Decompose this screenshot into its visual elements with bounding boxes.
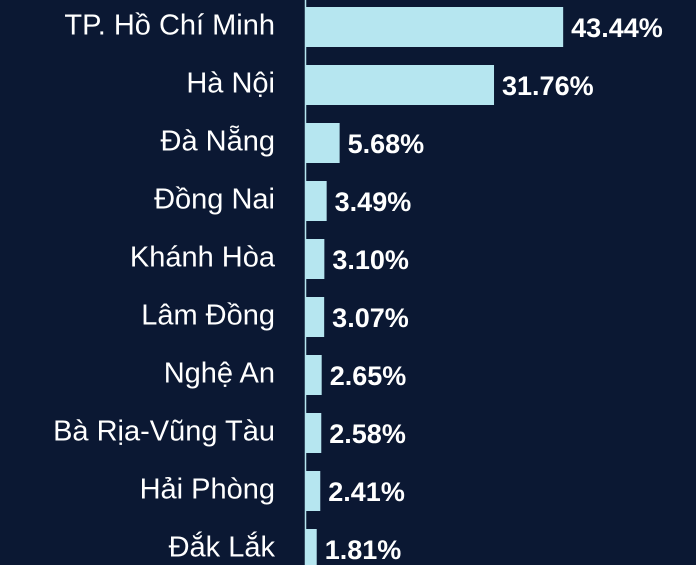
category-label: Đà Nẵng	[161, 125, 275, 158]
category-label: Hải Phòng	[140, 474, 275, 506]
value-label: 3.07%	[332, 303, 409, 333]
bar	[306, 471, 321, 511]
value-label: 43.44%	[571, 13, 663, 43]
category-label: Bà Rịa-Vũng Tàu	[53, 416, 275, 448]
category-label: Đồng Nai	[154, 184, 275, 216]
bar	[306, 297, 325, 337]
bar	[306, 65, 495, 105]
value-label: 3.49%	[335, 187, 412, 217]
bar	[306, 7, 564, 47]
bar	[306, 123, 340, 163]
value-label: 1.81%	[325, 535, 402, 565]
value-label: 5.68%	[348, 129, 425, 159]
category-label: Lâm Đồng	[141, 300, 275, 332]
bar	[306, 355, 322, 395]
category-label: Khánh Hòa	[130, 242, 276, 274]
value-label: 2.41%	[328, 477, 405, 507]
value-label: 2.65%	[330, 361, 407, 391]
category-label: Đắk Lắk	[169, 531, 276, 564]
bar	[306, 239, 325, 279]
category-label: Hà Nội	[186, 68, 275, 100]
value-label: 3.10%	[332, 245, 409, 275]
value-label: 2.58%	[329, 419, 406, 449]
bar	[306, 181, 327, 221]
category-label: Nghệ An	[164, 358, 275, 390]
category-label: TP. Hồ Chí Minh	[64, 10, 275, 42]
bar	[306, 413, 322, 453]
bar	[306, 529, 317, 565]
value-label: 31.76%	[502, 71, 594, 101]
